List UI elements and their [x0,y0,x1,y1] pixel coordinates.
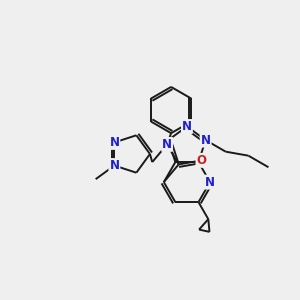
Text: N: N [110,136,119,149]
Text: O: O [196,154,206,167]
Text: N: N [182,120,192,133]
Text: N: N [201,134,211,147]
Text: N: N [205,176,215,189]
Text: N: N [162,138,172,151]
Text: N: N [110,159,119,172]
